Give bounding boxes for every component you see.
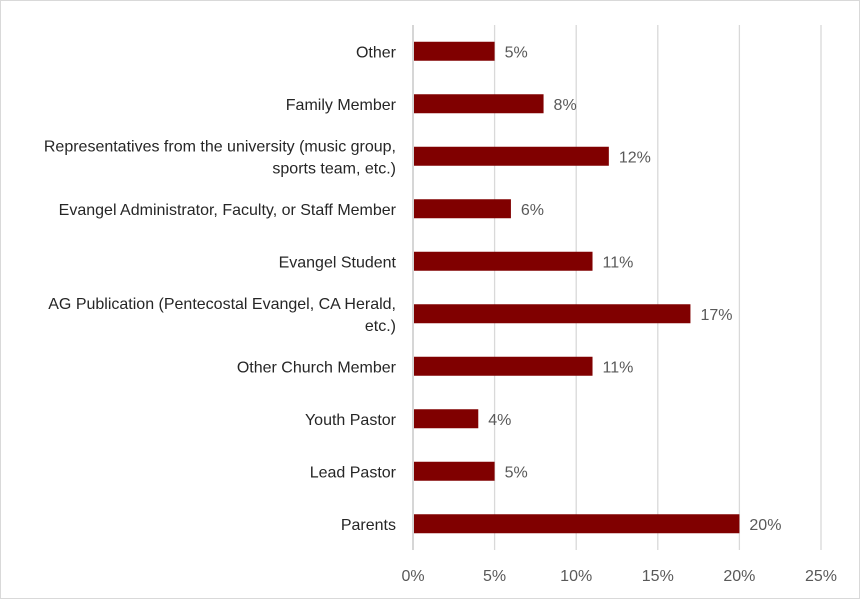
bar: [414, 199, 511, 219]
bar: [414, 409, 479, 429]
x-tick-label: 0%: [401, 568, 424, 585]
bar: [414, 304, 691, 324]
data-label: 5%: [505, 464, 528, 481]
x-tick-label: 20%: [723, 568, 755, 585]
category-layer: Other Family Member Representatives from t…: [44, 44, 397, 534]
bar: [414, 461, 495, 481]
label-layer: 5% 8% 12% 6% 11% 17% 11% 4% 5% 20%: [488, 44, 781, 534]
category-label: Family Member: [286, 97, 397, 114]
category-label: Parents: [341, 517, 396, 534]
data-label: 4%: [488, 412, 511, 429]
data-label: 8%: [554, 97, 577, 114]
bar: [414, 41, 495, 61]
bar: [414, 146, 609, 166]
data-label: 17%: [700, 307, 732, 324]
category-label: Youth Pastor: [305, 412, 397, 429]
category-label: Evangel Administrator, Faculty, or Staff…: [59, 202, 397, 219]
category-label: Evangel Student: [279, 254, 397, 271]
category-label: Other Church Member: [237, 359, 397, 376]
x-tick-label: 10%: [560, 568, 592, 585]
bar: [414, 514, 740, 534]
category-label: Lead Pastor: [310, 464, 397, 481]
bar: [414, 251, 593, 271]
tick-layer: 0% 5% 10% 15% 20% 25%: [401, 568, 837, 585]
x-tick-label: 5%: [483, 568, 506, 585]
data-label: 11%: [603, 359, 634, 376]
data-label: 6%: [521, 202, 544, 219]
category-label: Other: [356, 44, 397, 61]
category-label: Representatives from the university (mus…: [44, 138, 396, 155]
category-label: etc.): [365, 318, 396, 335]
x-tick-label: 15%: [642, 568, 674, 585]
data-label: 20%: [749, 517, 781, 534]
bar-layer: [414, 41, 740, 534]
bar: [414, 94, 544, 114]
category-label: sports team, etc.): [272, 160, 396, 177]
category-label: AG Publication (Pentecostal Evangel, CA …: [48, 296, 396, 313]
data-label: 5%: [505, 44, 528, 61]
bar: [414, 356, 593, 376]
data-label: 11%: [603, 254, 634, 271]
x-tick-label: 25%: [805, 568, 837, 585]
data-label: 12%: [619, 149, 651, 166]
